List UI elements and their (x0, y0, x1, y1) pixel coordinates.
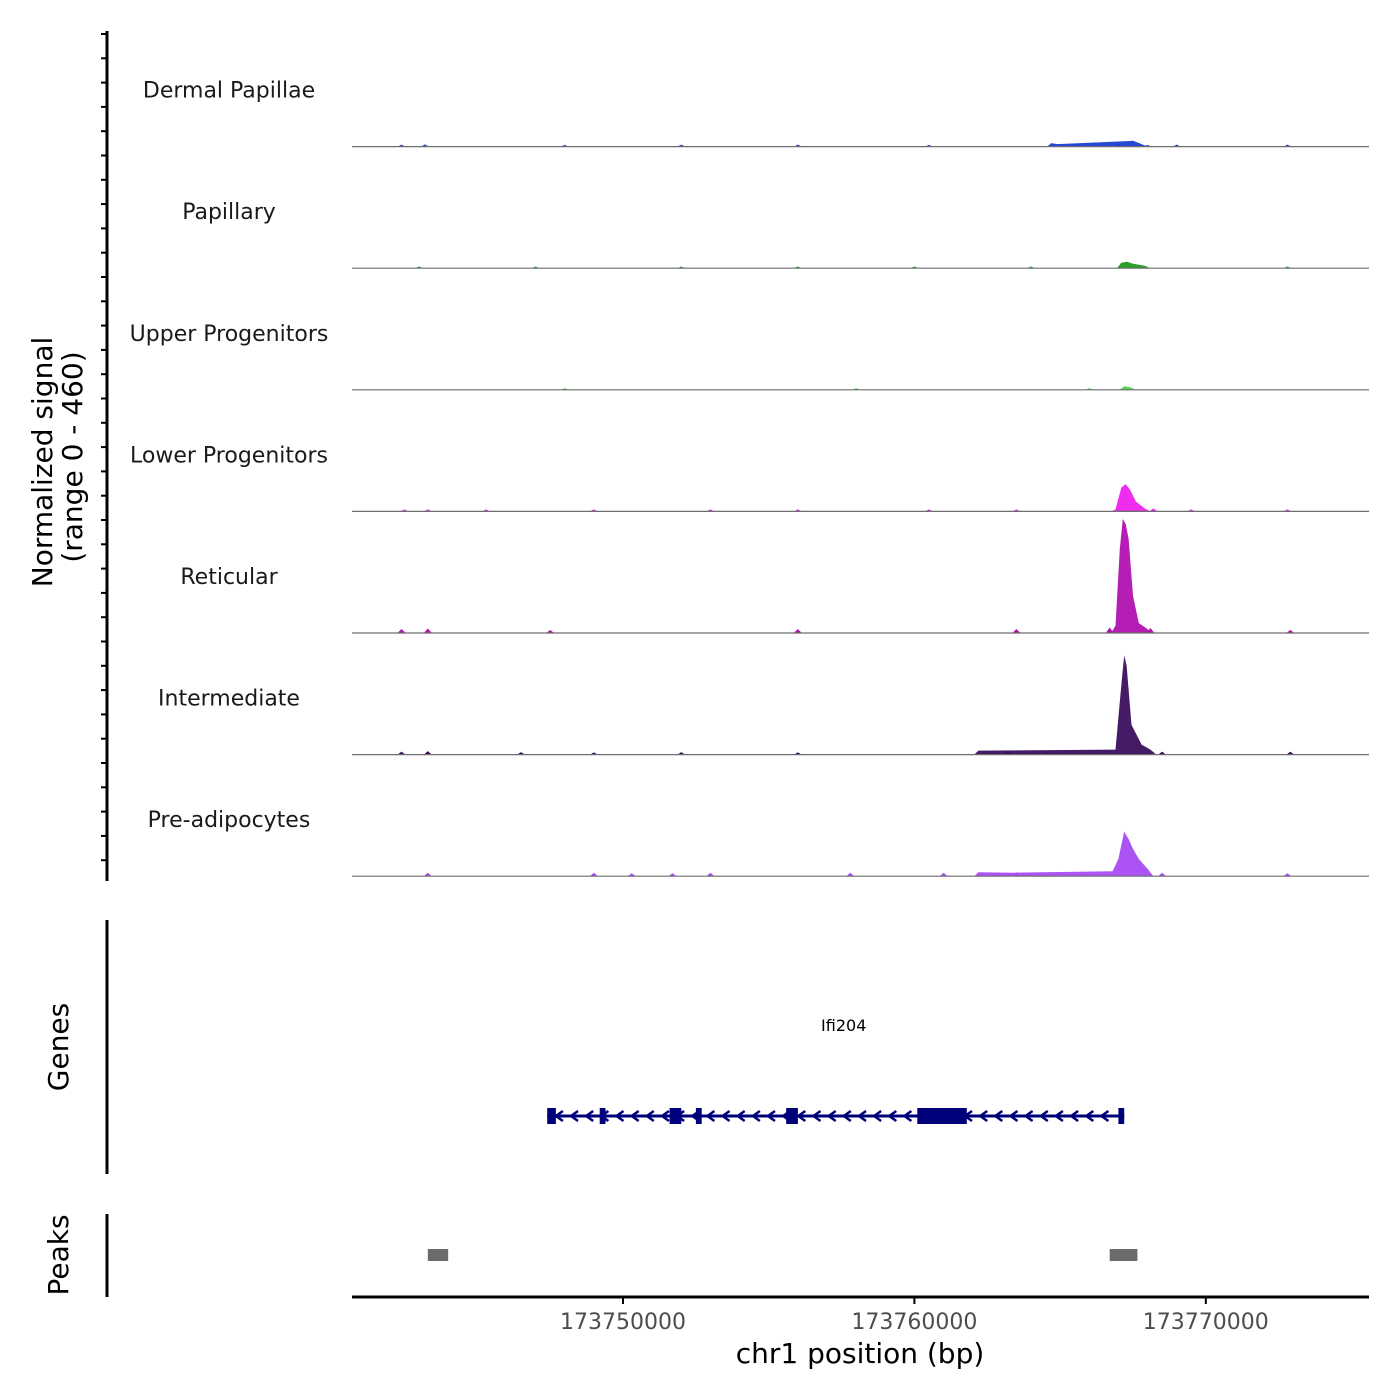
gene-exon (669, 1108, 682, 1124)
strand-arrow (584, 1109, 594, 1123)
gene-exon (695, 1108, 702, 1124)
strand-arrow (1053, 1109, 1064, 1123)
signal-bump (589, 872, 598, 877)
signal-bump (517, 752, 525, 755)
gene-exon (1118, 1108, 1125, 1124)
strand-arrow (720, 1109, 731, 1123)
strand-arrow (796, 1109, 807, 1123)
signal-peak-area (1111, 484, 1151, 512)
strand-arrow (705, 1109, 716, 1123)
signal-track: Upper Progenitors (130, 322, 1369, 391)
gene-label: Ifi204 (821, 1016, 866, 1035)
signal-bump (397, 751, 406, 755)
strand-arrow (629, 1109, 640, 1123)
strand-arrow (811, 1109, 822, 1123)
signal-peak-area (1119, 386, 1136, 390)
signal-bump (1105, 627, 1114, 633)
signal-track: Reticular (180, 519, 1369, 634)
peak-region (427, 1249, 449, 1261)
x-tick-label: 173770000 (1143, 1310, 1269, 1335)
y-axis-title: Normalized signal (26, 337, 59, 588)
signal-peak-area (974, 655, 1157, 755)
strand-arrow (902, 1109, 913, 1123)
gene-exon (786, 1108, 798, 1124)
x-tick-label: 173750000 (560, 1310, 686, 1335)
signal-bump (627, 873, 636, 877)
gene-exon (599, 1108, 606, 1124)
signal-bump (668, 873, 677, 877)
signal-peak-area (1116, 261, 1151, 269)
signal-bump (546, 630, 555, 633)
track-label: Lower Progenitors (130, 443, 328, 468)
strand-arrow (614, 1109, 625, 1123)
signal-bump (677, 752, 686, 755)
strand-arrow (1099, 1109, 1110, 1123)
signal-bump (706, 872, 715, 877)
track-label: Upper Progenitors (130, 322, 329, 347)
signal-bump (846, 872, 855, 877)
signal-track: Intermediate (158, 655, 1369, 756)
strand-arrow (765, 1109, 776, 1123)
signal-bump (1283, 873, 1292, 877)
strand-arrow (826, 1109, 837, 1123)
track-label: Reticular (180, 565, 278, 590)
peak-region (1109, 1249, 1138, 1261)
signal-peak-area (1047, 140, 1148, 147)
strand-arrow (568, 1109, 579, 1123)
x-axis: 173750000 173760000 173770000 (352, 1295, 1369, 1335)
strand-arrow (993, 1109, 1004, 1123)
signal-bump (1158, 872, 1167, 877)
track-label: Papillary (182, 200, 276, 225)
strand-arrow (1084, 1109, 1095, 1123)
signal-peak-area (1111, 519, 1152, 633)
y-axis-range-label: (range 0 - 460) (56, 351, 89, 562)
track-label: Dermal Papillae (143, 79, 315, 104)
gene-exon (547, 1108, 556, 1124)
strand-arrow (644, 1109, 655, 1123)
strand-arrow (750, 1109, 761, 1123)
strand-arrow (1068, 1109, 1079, 1123)
strand-arrow (871, 1109, 882, 1123)
track-label: Intermediate (158, 687, 300, 712)
strand-arrow (1023, 1109, 1034, 1123)
signal-bump (423, 872, 432, 877)
signal-bump (1012, 629, 1021, 633)
gene-exon (917, 1108, 967, 1124)
strand-arrow (1008, 1109, 1019, 1123)
signal-bump (423, 628, 432, 633)
gene-panel: Ifi204 (547, 1016, 1125, 1124)
signal-track: Papillary (182, 200, 1369, 269)
signal-track: Pre-adipocytes (148, 808, 1369, 877)
signal-bump (1286, 751, 1295, 755)
signal-bump (1149, 508, 1158, 512)
track-label: Pre-adipocytes (148, 808, 311, 833)
x-tick-label: 173760000 (851, 1310, 977, 1335)
signal-peak-area (974, 831, 1154, 877)
peaks-axis-title: Peaks (42, 1214, 75, 1295)
signal-bump (397, 629, 406, 633)
strand-arrow (856, 1109, 867, 1123)
signal-track: Lower Progenitors (130, 443, 1369, 512)
gene-model: Ifi204 (547, 1016, 1125, 1124)
genes-axis-title: Genes (42, 1003, 75, 1091)
signal-bump (1286, 630, 1295, 633)
strand-arrow (735, 1109, 746, 1123)
strand-arrow (841, 1109, 852, 1123)
signal-bump (1158, 751, 1167, 755)
strand-arrow (659, 1109, 670, 1123)
signal-track: Dermal Papillae (143, 79, 1369, 148)
signal-bump (939, 872, 948, 877)
x-axis-title: chr1 position (bp) (736, 1337, 985, 1370)
strand-arrow (978, 1109, 988, 1123)
strand-arrow (1038, 1109, 1049, 1123)
strand-arrow (887, 1109, 898, 1123)
left-panel-axes (101, 31, 109, 1297)
signal-bump (793, 629, 802, 633)
peak-panel (427, 1249, 1138, 1261)
signal-bump (423, 751, 432, 755)
signal-tracks: Dermal Papillae Papillary Upper Progenitor… (130, 79, 1369, 877)
